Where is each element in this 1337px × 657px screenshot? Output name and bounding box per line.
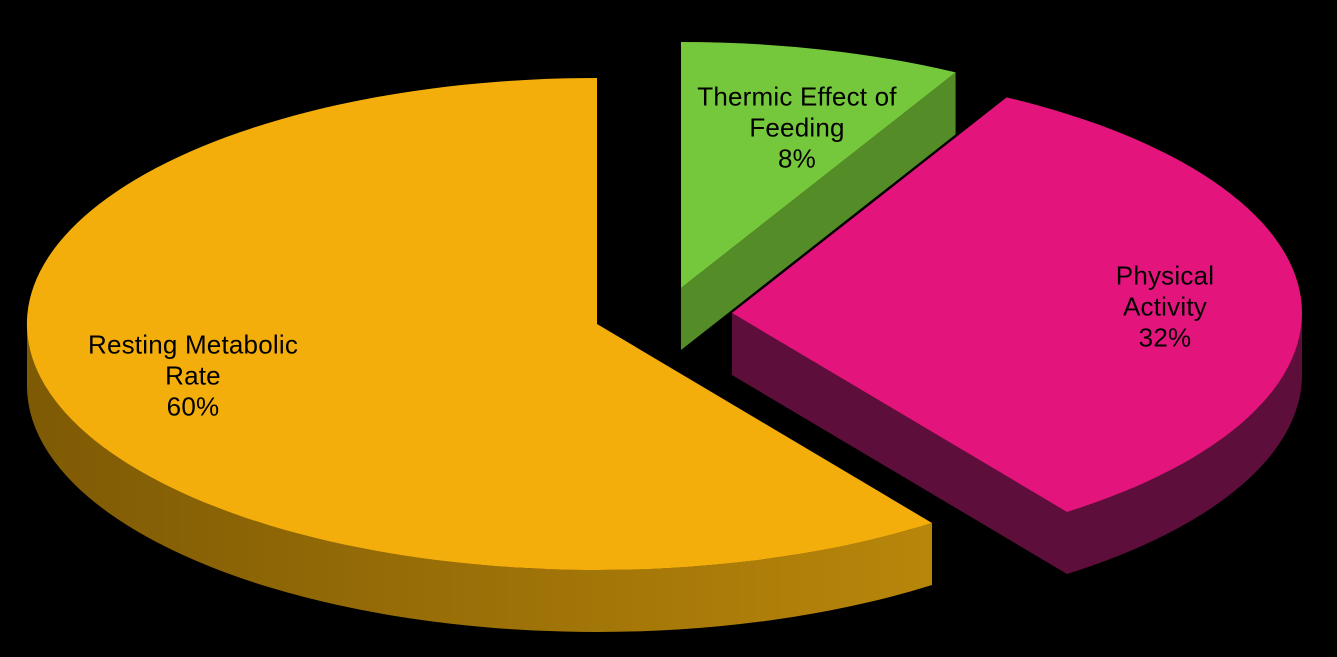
slice-physical-activity-rim-side (1067, 313, 1302, 574)
slice-thermic-effect-of-feeding-cut-side (681, 72, 956, 351)
slice-thermic-effect-of-feeding[interactable] (681, 41, 956, 288)
slice-physical-activity[interactable] (732, 97, 1302, 513)
slice-physical-activity-cut-side (732, 313, 1067, 574)
slice-resting-metabolic-rate-rim-side (27, 324, 932, 632)
slice-resting-metabolic-rate[interactable] (26, 78, 933, 571)
